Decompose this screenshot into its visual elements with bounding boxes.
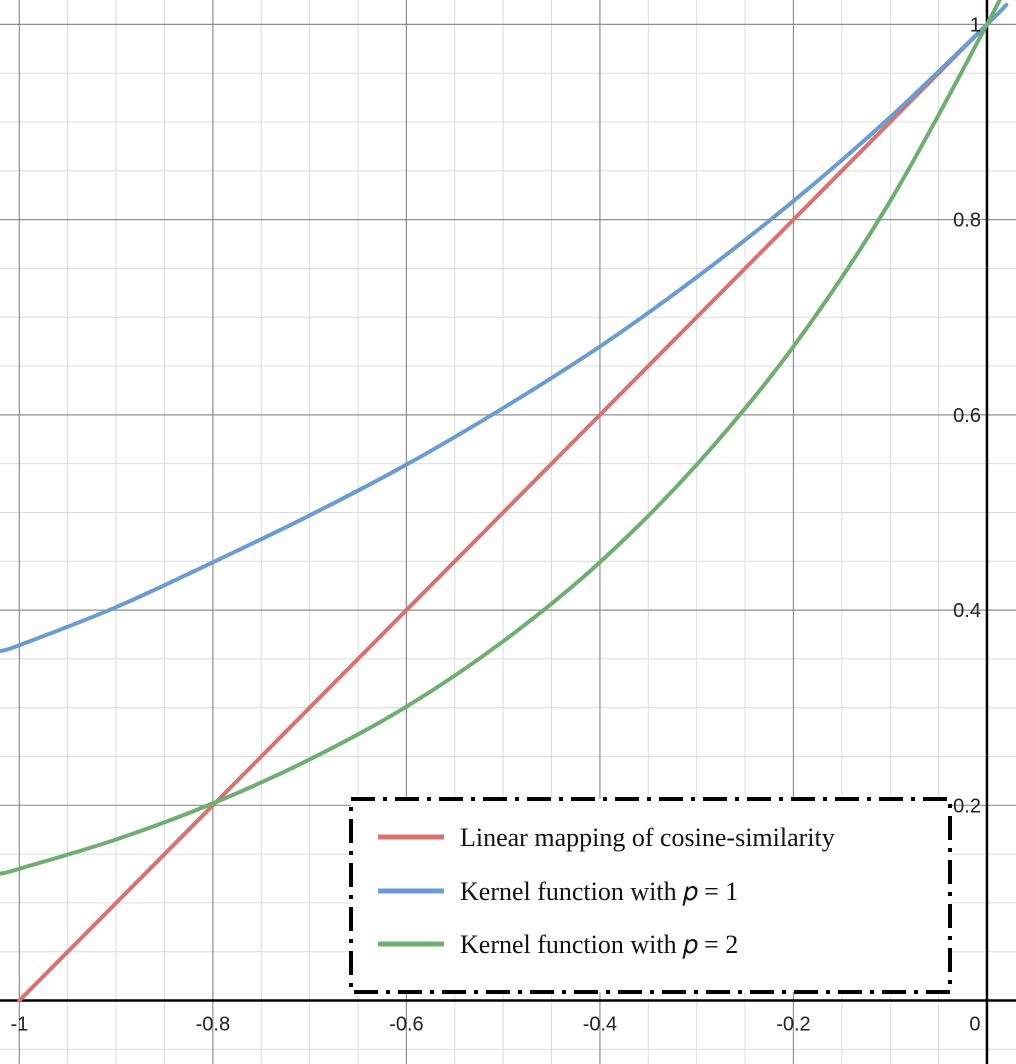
series-line-3 [0, 0, 1002, 876]
y-tick-label: 1 [970, 14, 981, 36]
legend-label-2: Kernel function with 𝑝 = 1 [460, 877, 738, 906]
y-tick-label: 0.4 [953, 600, 981, 622]
legend-label-1: Linear mapping of cosine-similarity [460, 823, 835, 852]
x-tick-label: -1 [10, 1014, 28, 1036]
y-tick-label: 0.8 [953, 210, 981, 232]
series-line-2 [0, 2, 1009, 654]
x-tick-label: -0.4 [583, 1014, 617, 1036]
legend-box [349, 797, 952, 994]
x-tick-label: 0 [969, 1014, 980, 1036]
series-line-1 [17, 22, 989, 1003]
y-tick-label: 0.2 [953, 795, 981, 817]
legend: Linear mapping of cosine-similarity Kerne… [349, 797, 952, 994]
x-tick-label: -0.6 [389, 1014, 423, 1036]
x-tick-label: -0.8 [196, 1014, 230, 1036]
tick-labels: -1 -0.8 -0.6 -0.4 -0.2 0 0.2 0.4 0.6 0.8 1 [10, 14, 981, 1035]
x-tick-label: -0.2 [776, 1014, 810, 1036]
legend-label-3: Kernel function with 𝑝 = 2 [460, 930, 738, 959]
series-layer [0, 0, 1009, 1003]
y-tick-label: 0.6 [953, 405, 981, 427]
